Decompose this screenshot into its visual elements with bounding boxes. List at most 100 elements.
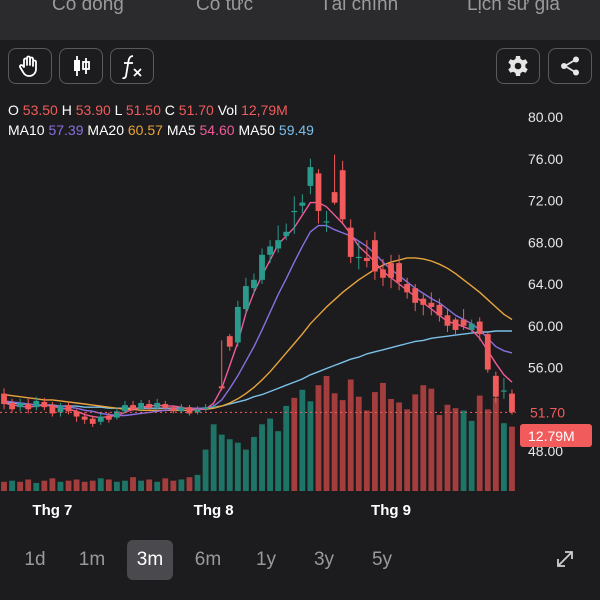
ohlc-readout: O 53.50 H 53.90 L 51.50 C 51.70 Vol 12,7… bbox=[8, 102, 288, 118]
candle-body bbox=[291, 210, 298, 213]
candle-body bbox=[372, 240, 378, 272]
range-1m[interactable]: 1m bbox=[78, 549, 106, 570]
candle-body bbox=[226, 336, 233, 347]
share-button[interactable] bbox=[548, 48, 592, 84]
candle-body bbox=[444, 315, 451, 326]
candle-body bbox=[259, 254, 265, 280]
candle-body bbox=[492, 375, 499, 397]
candlestick-type-button[interactable] bbox=[59, 48, 103, 84]
candle-body bbox=[299, 202, 306, 206]
volume-bar bbox=[65, 480, 72, 491]
candle-body bbox=[501, 390, 507, 392]
candle-body bbox=[436, 304, 443, 316]
volume-bar bbox=[218, 434, 225, 491]
y-tick-label: 80.00 bbox=[528, 109, 563, 125]
ma5-line bbox=[3, 201, 513, 419]
close-value: 51.70 bbox=[178, 102, 214, 118]
volume-bar bbox=[444, 404, 451, 491]
expand-icon[interactable] bbox=[554, 548, 576, 570]
y-tick-label: 76.00 bbox=[528, 151, 563, 167]
gear-icon bbox=[508, 56, 528, 76]
volume-bar bbox=[194, 474, 201, 491]
volume-bar bbox=[380, 382, 386, 491]
volume-bar bbox=[33, 482, 40, 491]
volume-bar bbox=[267, 418, 273, 491]
candle-body bbox=[388, 263, 394, 278]
candlestick-icon bbox=[74, 56, 90, 76]
low-value: 51.50 bbox=[125, 102, 161, 118]
volume-bar bbox=[460, 410, 467, 491]
candle-body bbox=[154, 402, 161, 408]
range-1y[interactable]: 1y bbox=[255, 549, 277, 570]
ma20-line bbox=[3, 257, 513, 411]
candle-body bbox=[452, 319, 459, 330]
candle-body bbox=[178, 407, 185, 412]
candle-body bbox=[315, 173, 322, 211]
ma10-value: 57.39 bbox=[48, 122, 84, 138]
volume-bar bbox=[355, 396, 362, 491]
range-3m[interactable]: 3m bbox=[127, 540, 173, 580]
range-3y[interactable]: 3y bbox=[313, 549, 335, 570]
ma50-label: MA50 bbox=[238, 122, 276, 138]
volume-bar bbox=[484, 409, 491, 491]
volume-bar bbox=[501, 423, 507, 491]
ma-readout: MA10 57.39 MA20 60.57 MA5 54.60 MA50 59.… bbox=[8, 122, 314, 138]
candle-body bbox=[122, 405, 128, 412]
ma10-line bbox=[3, 224, 513, 417]
candle-body bbox=[162, 404, 169, 409]
candle-body bbox=[468, 323, 475, 330]
range-6m[interactable]: 6m bbox=[194, 549, 222, 570]
candle-body bbox=[81, 416, 88, 420]
hand-icon bbox=[19, 55, 37, 77]
candle-body bbox=[105, 415, 112, 420]
last-volume-label: 12.79M bbox=[528, 428, 575, 444]
tab-dividends[interactable]: Cổ tức bbox=[196, 0, 254, 15]
volume-bar bbox=[331, 393, 338, 491]
settings-button[interactable] bbox=[496, 48, 540, 84]
volume-bar bbox=[468, 420, 475, 491]
candle-body bbox=[339, 170, 346, 220]
last-price-label: 51.70 bbox=[530, 404, 565, 420]
volume-bar bbox=[372, 392, 378, 491]
volume-bar bbox=[452, 408, 459, 491]
high-label: H bbox=[61, 102, 72, 118]
candle-body bbox=[251, 279, 257, 289]
volume-bar bbox=[275, 431, 282, 491]
y-tick-label: 56.00 bbox=[528, 360, 563, 376]
candle-body bbox=[218, 386, 225, 389]
volume-bar bbox=[9, 480, 15, 491]
candle-body bbox=[114, 411, 120, 418]
hand-tool-button[interactable] bbox=[8, 48, 52, 84]
volume-bar bbox=[170, 480, 177, 491]
volume-bar bbox=[97, 478, 104, 491]
tab-financials[interactable]: Tài chính bbox=[320, 0, 399, 15]
candle-body bbox=[460, 319, 467, 326]
ma10-label: MA10 bbox=[8, 122, 45, 138]
candle-body bbox=[331, 192, 338, 203]
candle-body bbox=[380, 269, 386, 278]
range-1d[interactable]: 1d bbox=[24, 549, 46, 570]
last-price-badge bbox=[520, 401, 592, 424]
volume-bar bbox=[259, 424, 265, 491]
volume-bar bbox=[57, 481, 64, 491]
time-range-bar: 1d 1m 3m 6m 1y 3y 5y bbox=[0, 536, 600, 584]
candle-body bbox=[234, 306, 241, 343]
range-5y[interactable]: 5y bbox=[371, 549, 393, 570]
price-chart[interactable]: 80.0076.0072.0068.0064.0060.0056.0052.00… bbox=[0, 96, 600, 526]
candle-body bbox=[509, 393, 515, 413]
y-tick-label: 60.00 bbox=[528, 318, 563, 334]
volume-bar bbox=[315, 385, 322, 491]
tab-price-history[interactable]: Lịch sử giá bbox=[467, 0, 560, 15]
y-tick-label: 64.00 bbox=[528, 276, 563, 292]
candle-body bbox=[275, 240, 282, 249]
tab-shareholders[interactable]: Cổ đông bbox=[52, 0, 124, 15]
volume-bar bbox=[339, 400, 346, 491]
volume-bar bbox=[186, 477, 193, 491]
volume-bar bbox=[363, 410, 370, 491]
volume-bar bbox=[138, 480, 144, 491]
volume-bar bbox=[73, 479, 80, 491]
close-label: C bbox=[164, 102, 175, 118]
indicator-button[interactable] bbox=[110, 48, 154, 84]
candle-body bbox=[363, 257, 370, 262]
low-label: L bbox=[114, 102, 122, 118]
